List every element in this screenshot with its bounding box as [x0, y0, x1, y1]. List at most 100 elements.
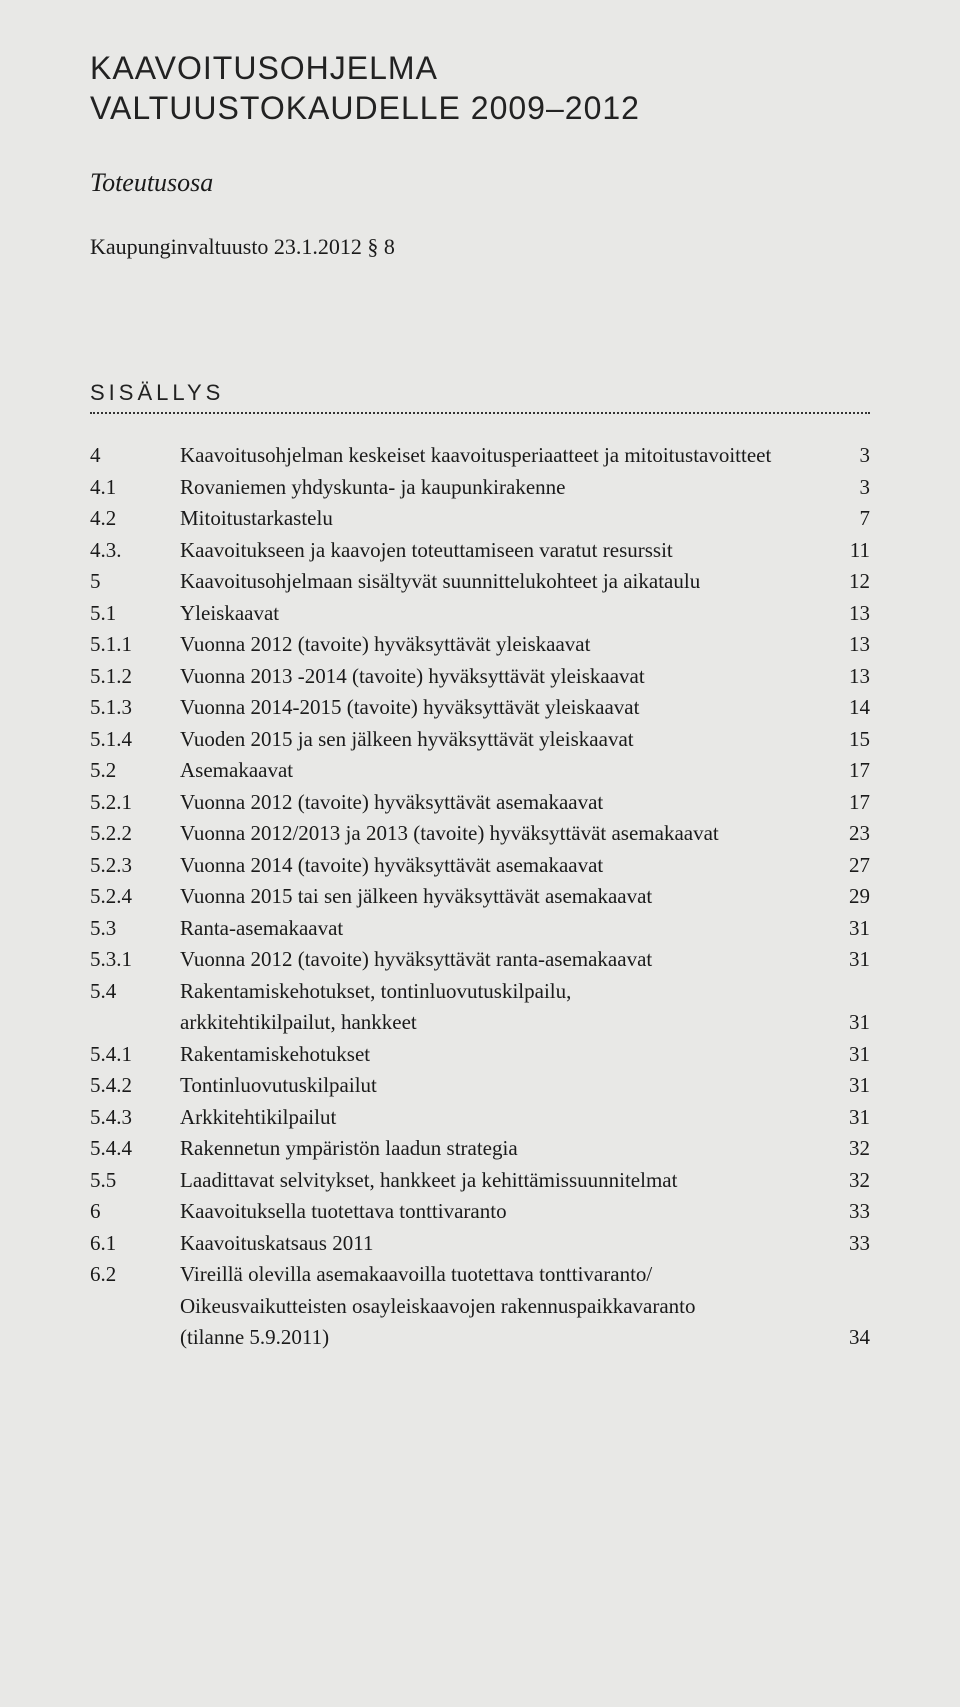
title-line-1: KAAVOITUSOHJELMA [90, 48, 870, 88]
toc-entry-label: Vuonna 2014 (tavoite) hyväksyttävät asem… [180, 850, 830, 882]
toc-entry-label: Tontinluovutuskilpailut [180, 1070, 830, 1102]
toc-entry-page: 13 [830, 661, 870, 693]
toc-entry-label: Vireillä olevilla asemakaavoilla tuotett… [180, 1259, 830, 1291]
toc-entry-number: 4 [90, 440, 180, 472]
toc-row-continuation: arkkitehtikilpailut, hankkeet31 [90, 1007, 870, 1039]
toc-entry-label: Asemakaavat [180, 755, 830, 787]
toc-row: 5.4Rakentamiskehotukset, tontinluovutusk… [90, 976, 870, 1008]
toc-entry-page: 33 [830, 1228, 870, 1260]
toc-entry-label: Kaavoitusohjelman keskeiset kaavoitusper… [180, 440, 830, 472]
toc-row: 4Kaavoitusohjelman keskeiset kaavoituspe… [90, 440, 870, 472]
toc-row: 4.3.Kaavoitukseen ja kaavojen toteuttami… [90, 535, 870, 567]
title-line-2: VALTUUSTOKAUDELLE 2009–2012 [90, 88, 870, 128]
toc-entry-number: 6 [90, 1196, 180, 1228]
toc-entry-number: 4.2 [90, 503, 180, 535]
toc-row: 5.1.1Vuonna 2012 (tavoite) hyväksyttävät… [90, 629, 870, 661]
toc-entry-number: 5.1.4 [90, 724, 180, 756]
document-page: KAAVOITUSOHJELMA VALTUUSTOKAUDELLE 2009–… [0, 0, 960, 1707]
toc-row: 5.1.3Vuonna 2014-2015 (tavoite) hyväksyt… [90, 692, 870, 724]
toc-entry-page: 13 [830, 598, 870, 630]
toc-entry-page: 12 [830, 566, 870, 598]
toc-entry-label: Kaavoituksella tuotettava tonttivaranto [180, 1196, 830, 1228]
toc-row: 5.1.4Vuoden 2015 ja sen jälkeen hyväksyt… [90, 724, 870, 756]
toc-entry-page: 34 [830, 1322, 870, 1354]
toc-entry-page: 27 [830, 850, 870, 882]
toc-entry-label: Laadittavat selvitykset, hankkeet ja keh… [180, 1165, 830, 1197]
toc-entry-page: 32 [830, 1133, 870, 1165]
toc-row: 5.2.1Vuonna 2012 (tavoite) hyväksyttävät… [90, 787, 870, 819]
toc-row: 5.4.4Rakennetun ympäristön laadun strate… [90, 1133, 870, 1165]
toc-entry-page: 31 [830, 1039, 870, 1071]
toc-entry-label: arkkitehtikilpailut, hankkeet [180, 1007, 830, 1039]
toc-row: 6.1Kaavoituskatsaus 201133 [90, 1228, 870, 1260]
toc-entry-page: 13 [830, 629, 870, 661]
toc-entry-number: 5.2 [90, 755, 180, 787]
toc-row: 5.2Asemakaavat17 [90, 755, 870, 787]
toc-divider [90, 412, 870, 414]
toc-row: 5Kaavoitusohjelmaan sisältyvät suunnitte… [90, 566, 870, 598]
toc-row: 4.2Mitoitustarkastelu7 [90, 503, 870, 535]
toc-entry-label: Oikeusvaikutteisten osayleiskaavojen rak… [180, 1291, 830, 1323]
toc-row: 5.4.3Arkkitehtikilpailut31 [90, 1102, 870, 1134]
toc-heading: SISÄLLYS [90, 380, 870, 406]
toc-entry-page: 11 [830, 535, 870, 567]
toc-entry-label: (tilanne 5.9.2011) [180, 1322, 830, 1354]
toc-entry-page: 3 [830, 472, 870, 504]
toc-entry-page: 31 [830, 1007, 870, 1039]
toc-row: 5.2.2Vuonna 2012/2013 ja 2013 (tavoite) … [90, 818, 870, 850]
toc-entry-number: 5.1.3 [90, 692, 180, 724]
toc-entry-number: 5.4.4 [90, 1133, 180, 1165]
toc-entry-label: Rakentamiskehotukset [180, 1039, 830, 1071]
toc-row: 5.1Yleiskaavat13 [90, 598, 870, 630]
toc-entry-label: Arkkitehtikilpailut [180, 1102, 830, 1134]
toc-entry-page: 31 [830, 944, 870, 976]
toc-entry-label: Rakennetun ympäristön laadun strategia [180, 1133, 830, 1165]
toc-entry-number: 5.1.1 [90, 629, 180, 661]
toc-row: 5.2.3Vuonna 2014 (tavoite) hyväksyttävät… [90, 850, 870, 882]
toc-row: 5.5Laadittavat selvitykset, hankkeet ja … [90, 1165, 870, 1197]
toc-entry-label: Kaavoitusohjelmaan sisältyvät suunnittel… [180, 566, 830, 598]
toc-entry-label: Ranta-asemakaavat [180, 913, 830, 945]
toc-entry-page: 3 [830, 440, 870, 472]
toc-entry-number: 5.2.4 [90, 881, 180, 913]
toc-entry-page: 15 [830, 724, 870, 756]
toc-entry-number: 5.4.2 [90, 1070, 180, 1102]
toc-row: 5.4.1Rakentamiskehotukset31 [90, 1039, 870, 1071]
toc-row: 5.3Ranta-asemakaavat31 [90, 913, 870, 945]
meeting-reference: Kaupunginvaltuusto 23.1.2012 § 8 [90, 234, 870, 260]
toc-entry-number: 5.4.1 [90, 1039, 180, 1071]
toc-entry-number: 5.3.1 [90, 944, 180, 976]
toc-entry-number: 5.4.3 [90, 1102, 180, 1134]
toc-entry-label: Kaavoituskatsaus 2011 [180, 1228, 830, 1260]
toc-entry-page: 23 [830, 818, 870, 850]
toc-row: 5.4.2Tontinluovutuskilpailut31 [90, 1070, 870, 1102]
toc-entry-label: Vuonna 2014-2015 (tavoite) hyväksyttävät… [180, 692, 830, 724]
toc-entry-number: 5.5 [90, 1165, 180, 1197]
document-title: KAAVOITUSOHJELMA VALTUUSTOKAUDELLE 2009–… [90, 48, 870, 128]
toc-entry-label: Vuonna 2015 tai sen jälkeen hyväksyttävä… [180, 881, 830, 913]
toc-row-continuation: (tilanne 5.9.2011)34 [90, 1322, 870, 1354]
toc-entry-label: Kaavoitukseen ja kaavojen toteuttamiseen… [180, 535, 830, 567]
toc-entry-label: Vuonna 2012 (tavoite) hyväksyttävät asem… [180, 787, 830, 819]
toc-entry-number: 5.1.2 [90, 661, 180, 693]
toc-entry-number: 5.4 [90, 976, 180, 1008]
toc-entry-number: 4.1 [90, 472, 180, 504]
toc-entry-number: 5.2.2 [90, 818, 180, 850]
toc-row: 6.2Vireillä olevilla asemakaavoilla tuot… [90, 1259, 870, 1291]
toc-entry-label: Vuoden 2015 ja sen jälkeen hyväksyttävät… [180, 724, 830, 756]
toc-entry-page: 31 [830, 1070, 870, 1102]
toc-entry-label: Rakentamiskehotukset, tontinluovutuskilp… [180, 976, 830, 1008]
toc-row: 6Kaavoituksella tuotettava tonttivaranto… [90, 1196, 870, 1228]
toc-entry-page: 33 [830, 1196, 870, 1228]
toc-entry-number: 5.2.3 [90, 850, 180, 882]
toc-entry-number: 5.1 [90, 598, 180, 630]
toc-entry-number: 6.1 [90, 1228, 180, 1260]
toc-entry-label: Yleiskaavat [180, 598, 830, 630]
toc-entry-page: 32 [830, 1165, 870, 1197]
toc-entry-label: Vuonna 2012/2013 ja 2013 (tavoite) hyväk… [180, 818, 830, 850]
toc-entry-page: 17 [830, 755, 870, 787]
toc-entry-page: 31 [830, 913, 870, 945]
toc-entry-page: 17 [830, 787, 870, 819]
toc-entry-page: 31 [830, 1102, 870, 1134]
toc-row: 5.3.1Vuonna 2012 (tavoite) hyväksyttävät… [90, 944, 870, 976]
